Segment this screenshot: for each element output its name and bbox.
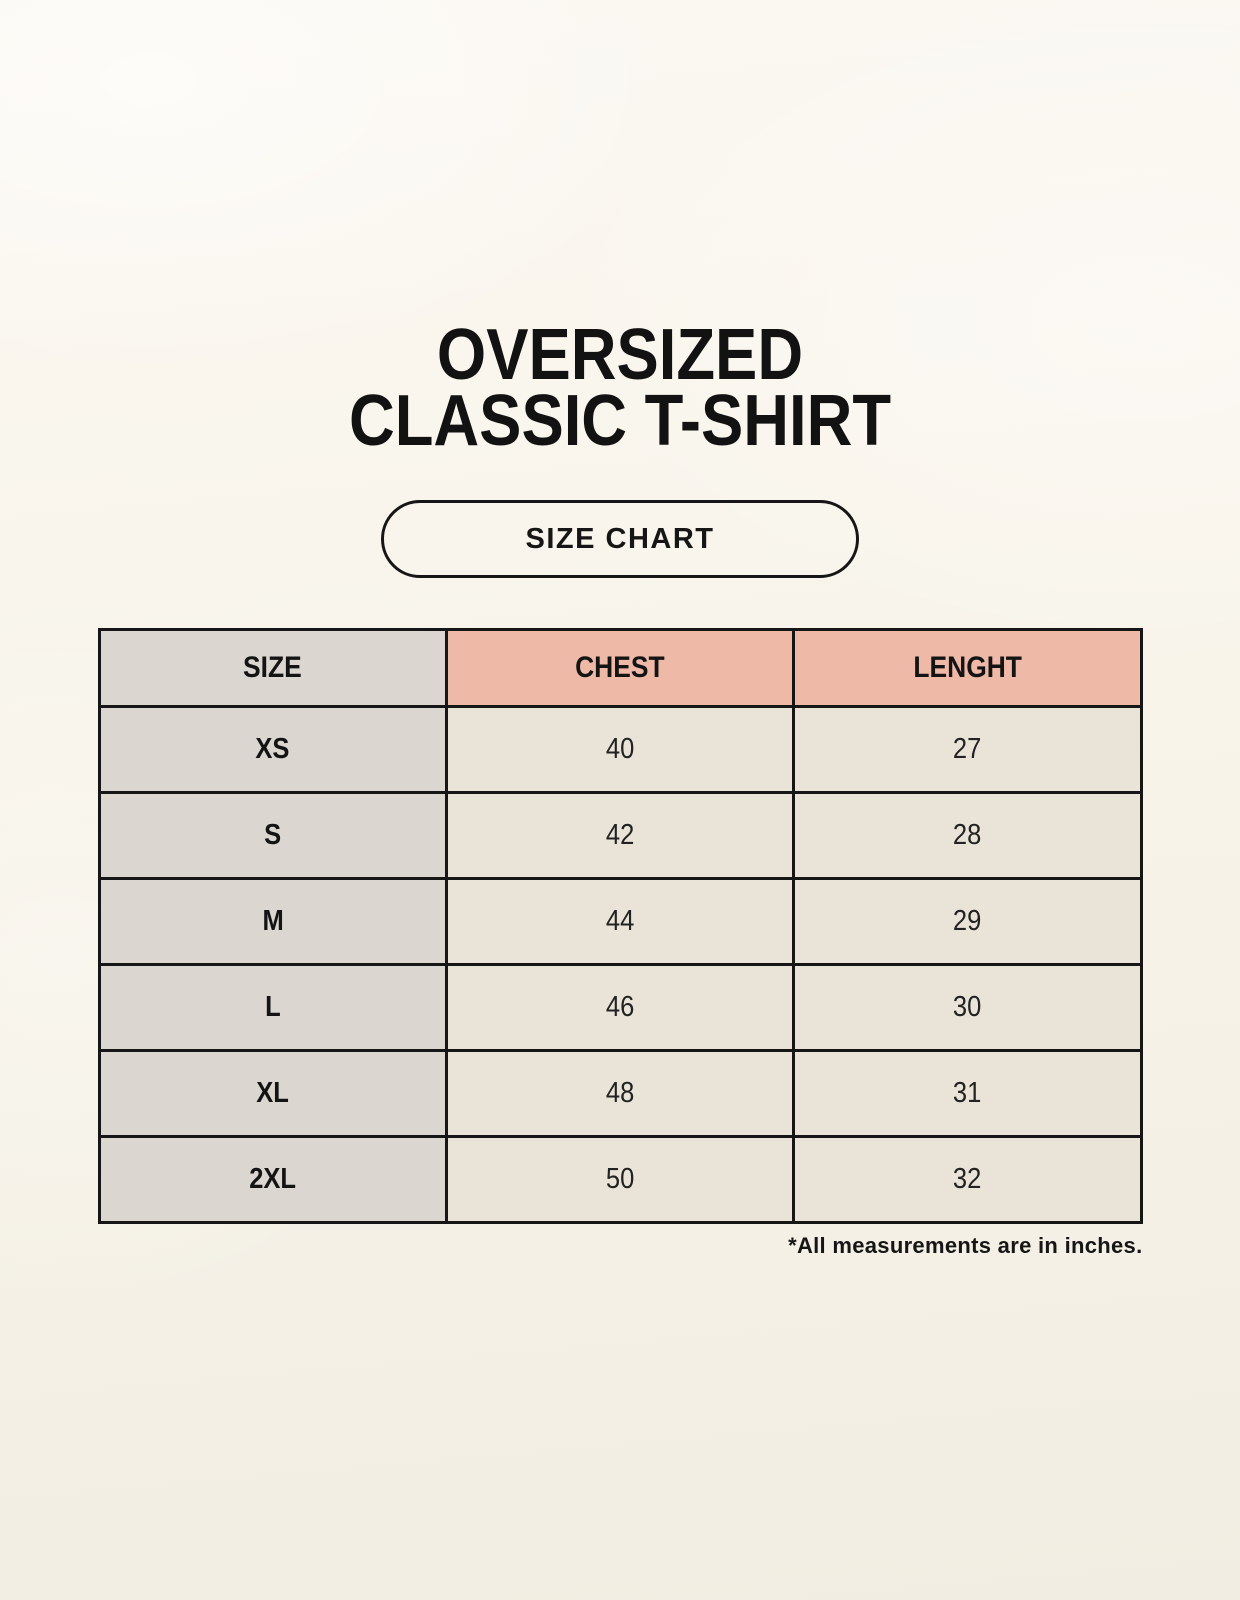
title-line-2: CLASSIC T-SHIRT [348,381,892,462]
column-header-length: LENGHT [792,628,1143,709]
table-header-row: SIZE CHEST LENGHT [97,628,1143,709]
length-cell: 31 [792,1049,1143,1139]
size-cell: M [97,877,448,967]
size-cell: XL [97,1049,448,1139]
chest-cell: 40 [444,705,796,795]
size-cell: 2XL [97,1135,448,1225]
size-cell: XS [97,705,448,795]
length-cell: 32 [792,1135,1143,1225]
size-chart-button[interactable]: SIZE CHART [381,500,859,579]
chest-cell: 42 [444,791,796,881]
size-cell: S [97,791,448,881]
table-row: L 46 30 [97,963,1143,1053]
table-row: 2XL 50 32 [97,1135,1143,1225]
size-chart-table: SIZE CHEST LENGHT XS 40 27 S [97,628,1143,1225]
chest-cell: 44 [444,877,796,967]
table-row: XS 40 27 [97,705,1143,795]
content-column: OVERSIZED CLASSIC T-SHIRT SIZE CHART SIZ… [0,315,1240,1259]
column-header-size: SIZE [97,628,448,709]
chest-cell: 50 [444,1135,796,1225]
measurements-footnote: *All measurements are in inches. [788,1233,1143,1259]
table-row: M 44 29 [97,877,1143,967]
length-cell: 27 [792,705,1143,795]
chest-cell: 46 [444,963,796,1053]
column-header-chest: CHEST [444,628,796,709]
chest-cell: 48 [444,1049,796,1139]
table-row: S 42 28 [97,791,1143,881]
page-title: OVERSIZED CLASSIC T-SHIRT [348,315,892,462]
title-line-1: OVERSIZED [436,315,804,395]
table-row: XL 48 31 [97,1049,1143,1139]
length-cell: 30 [792,963,1143,1053]
size-cell: L [97,963,448,1053]
length-cell: 29 [792,877,1143,967]
footnote-container: *All measurements are in inches. [98,1233,1143,1259]
length-cell: 28 [792,791,1143,881]
